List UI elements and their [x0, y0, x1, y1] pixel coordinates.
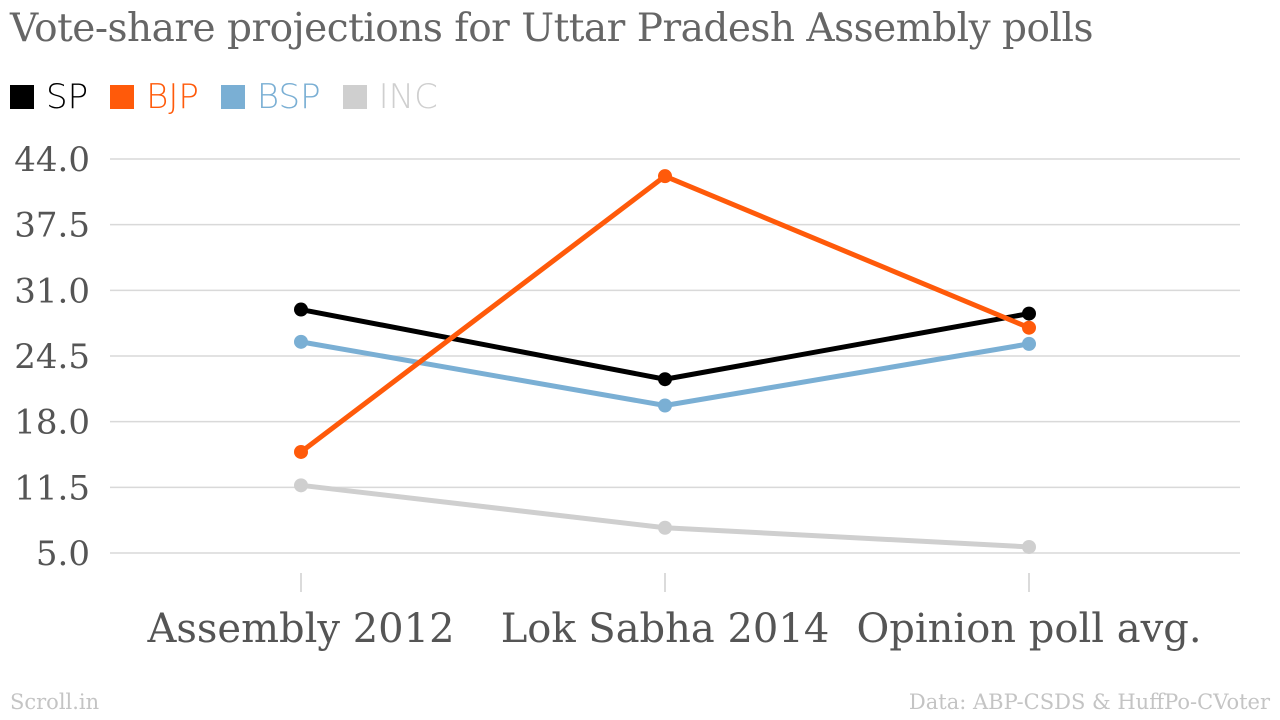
data-point-bsp: [294, 334, 308, 349]
x-tick-label: Opinion poll avg.: [856, 606, 1201, 652]
legend-label-bjp: BJP: [146, 77, 199, 117]
data-point-bsp: [658, 398, 672, 413]
chart-title: Vote-share projections for Uttar Pradesh…: [10, 6, 1093, 51]
y-tick-label: 31.0: [14, 271, 90, 311]
footer-data-source: Data: ABP-CSDS & HuffPo-CVoter: [908, 690, 1270, 714]
legend-item-bsp: BSP: [220, 77, 321, 117]
legend-label-inc: INC: [378, 77, 438, 117]
data-point-inc: [294, 478, 308, 493]
data-point-inc: [658, 520, 672, 535]
data-point-sp: [658, 372, 672, 387]
x-tick-label: Assembly 2012: [146, 606, 454, 652]
y-tick-label: 11.5: [14, 468, 90, 508]
data-point-sp: [294, 302, 308, 317]
legend-label-bsp: BSP: [256, 77, 321, 117]
footer-publisher: Scroll.in: [10, 690, 100, 714]
data-point-bjp: [658, 169, 672, 184]
data-point-bjp: [294, 444, 308, 459]
legend-item-sp: SP: [10, 77, 88, 117]
series-line-inc: [298, 482, 1032, 550]
legend-swatch-sp: [10, 85, 34, 109]
legend-label-sp: SP: [46, 77, 89, 117]
legend-swatch-inc: [342, 85, 367, 109]
legend-item-inc: INC: [342, 77, 438, 117]
y-tick-label: 24.5: [14, 337, 90, 377]
data-point-bjp: [1022, 320, 1036, 335]
legend-swatch-bsp: [220, 85, 245, 109]
legend-swatch-bjp: [110, 85, 135, 109]
legend-item-bjp: BJP: [110, 77, 199, 117]
x-tick-label: Lok Sabha 2014: [501, 606, 830, 652]
data-point-bsp: [1022, 336, 1036, 351]
legend: SP BJP BSP INC: [10, 77, 460, 117]
y-tick-label: 37.5: [14, 206, 90, 246]
y-tick-label: 5.0: [36, 534, 90, 574]
data-point-inc: [1022, 539, 1036, 554]
y-tick-label: 44.0: [14, 140, 90, 180]
data-point-sp: [1022, 306, 1036, 321]
y-tick-label: 18.0: [14, 403, 90, 443]
